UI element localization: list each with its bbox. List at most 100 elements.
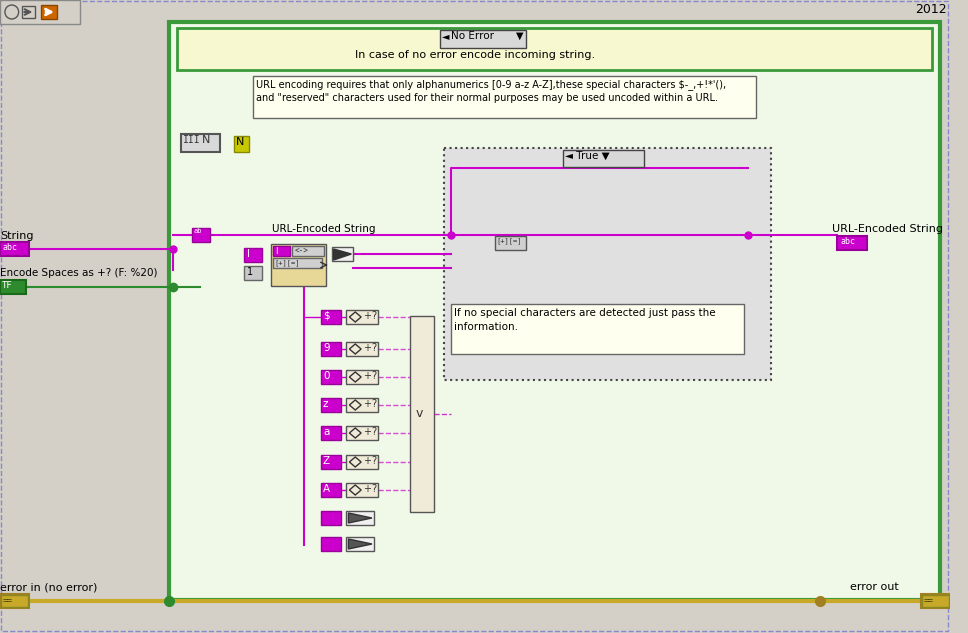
Text: ==: ==	[3, 596, 13, 605]
Bar	[176, 28, 932, 70]
Bar	[347, 398, 378, 412]
Text: If no special characters are detected just pass the: If no special characters are detected ju…	[454, 308, 716, 318]
Text: III: III	[183, 135, 200, 145]
Bar	[451, 304, 743, 354]
Text: information.: information.	[454, 322, 519, 332]
Bar	[321, 342, 341, 356]
Bar	[347, 342, 378, 356]
Text: z: z	[323, 399, 328, 409]
Text: ?: ?	[371, 427, 377, 437]
Bar	[495, 236, 526, 250]
Bar	[0, 0, 80, 24]
Bar	[292, 246, 324, 256]
Text: +: +	[363, 427, 371, 437]
Text: ◄: ◄	[441, 31, 449, 41]
Bar	[254, 76, 756, 118]
Bar	[347, 426, 378, 440]
Bar	[439, 30, 526, 48]
Bar	[321, 310, 341, 324]
Text: In case of no error encode incoming string.: In case of no error encode incoming stri…	[355, 50, 595, 60]
Text: TF: TF	[2, 281, 13, 290]
Bar	[921, 594, 950, 608]
Text: ◄ True ▼: ◄ True ▼	[565, 151, 610, 161]
Text: 2012: 2012	[915, 3, 947, 16]
Text: A: A	[323, 484, 330, 494]
Text: [+][=]: [+][=]	[275, 259, 300, 266]
Text: abc: abc	[840, 237, 855, 246]
Bar	[321, 398, 341, 412]
Text: +: +	[363, 456, 371, 466]
Text: abc: abc	[3, 243, 18, 252]
Bar	[347, 370, 378, 384]
Text: ?: ?	[371, 371, 377, 381]
Bar	[347, 537, 374, 551]
Bar	[443, 148, 771, 380]
Bar	[321, 511, 341, 525]
Text: +: +	[363, 343, 371, 353]
Bar	[347, 455, 378, 469]
Text: error in (no error): error in (no error)	[0, 582, 98, 592]
Polygon shape	[348, 513, 372, 523]
Text: ?: ?	[371, 399, 377, 409]
Text: ab: ab	[194, 228, 202, 234]
Text: N: N	[202, 135, 211, 145]
Text: [+][=]: [+][=]	[497, 237, 522, 244]
Text: Z: Z	[323, 456, 330, 466]
Text: v: v	[416, 407, 423, 420]
Text: I: I	[247, 249, 250, 259]
Bar	[273, 246, 290, 256]
Bar	[244, 266, 262, 280]
Text: +: +	[363, 484, 371, 494]
Text: ?: ?	[371, 311, 377, 321]
Text: 1: 1	[247, 267, 254, 277]
Bar	[193, 228, 210, 242]
Text: +: +	[363, 371, 371, 381]
Text: No Error: No Error	[451, 31, 495, 41]
Text: ?: ?	[371, 484, 377, 494]
Text: a: a	[323, 427, 329, 437]
Circle shape	[5, 5, 18, 19]
Bar	[0, 594, 29, 608]
Bar	[922, 595, 949, 607]
Text: 0: 0	[323, 371, 329, 381]
Text: ==: ==	[923, 596, 933, 605]
Text: Encode Spaces as +? (F: %20): Encode Spaces as +? (F: %20)	[0, 268, 158, 278]
Bar	[0, 242, 29, 256]
Bar	[168, 22, 940, 600]
Bar	[21, 6, 35, 18]
Bar	[321, 370, 341, 384]
Text: ▼: ▼	[516, 31, 524, 41]
Text: $: $	[323, 311, 329, 321]
Bar	[563, 150, 644, 167]
Text: error out: error out	[850, 582, 898, 592]
Bar	[347, 483, 378, 497]
Text: +: +	[363, 311, 371, 321]
Text: URL-Encoded String: URL-Encoded String	[272, 224, 376, 234]
Bar	[42, 5, 57, 19]
Bar	[0, 280, 25, 294]
Bar	[1, 595, 28, 607]
Bar	[321, 483, 341, 497]
Bar	[347, 310, 378, 324]
Polygon shape	[334, 249, 351, 260]
Bar	[347, 511, 374, 525]
Text: ?: ?	[371, 456, 377, 466]
Bar	[273, 258, 322, 268]
Text: <->: <->	[294, 247, 308, 256]
Bar	[233, 136, 250, 152]
Text: String: String	[0, 231, 34, 241]
Polygon shape	[348, 539, 372, 549]
Bar	[321, 426, 341, 440]
Text: and "reserved" characters used for their normal purposes may be used uncoded wit: and "reserved" characters used for their…	[257, 93, 718, 103]
Text: 9: 9	[323, 343, 329, 353]
Bar	[410, 316, 434, 512]
Text: URL-Encoded String: URL-Encoded String	[832, 224, 943, 234]
Bar	[332, 247, 353, 261]
Text: N: N	[235, 137, 244, 147]
Text: URL encoding requires that only alphanumerics [0-9 a-z A-Z],these special charac: URL encoding requires that only alphanum…	[257, 79, 726, 90]
Text: +: +	[363, 399, 371, 409]
Bar	[837, 236, 866, 250]
Text: I: I	[275, 247, 277, 256]
Text: ?: ?	[371, 343, 377, 353]
Bar	[321, 455, 341, 469]
